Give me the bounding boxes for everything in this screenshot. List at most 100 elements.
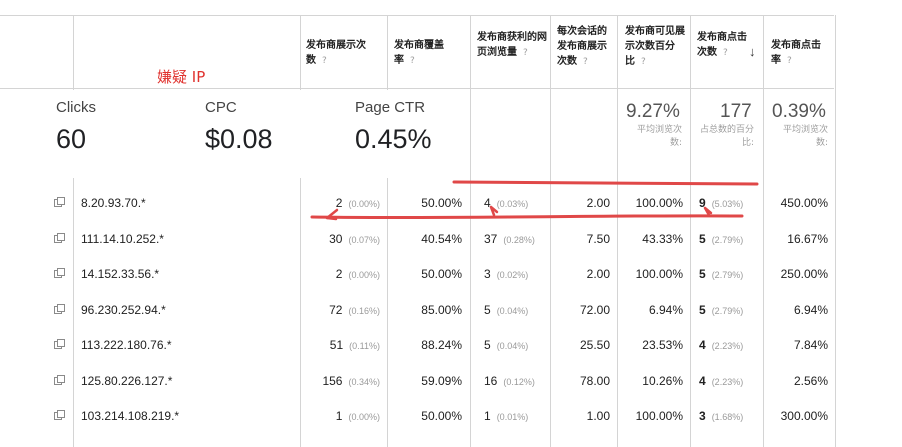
clicks-cell: 9 (5.03%) [699, 185, 743, 222]
header-publisher-coverage[interactable]: 发布商覆盖率? [394, 40, 444, 66]
help-icon[interactable]: ? [583, 57, 588, 67]
pageviews-percent: (0.02%) [496, 270, 529, 280]
top-border [0, 15, 834, 16]
header-monetized-pageviews[interactable]: 发布商获利的网页浏览量? [477, 32, 547, 58]
clicks-value: 4 [699, 338, 706, 352]
clicks-value: 9 [699, 196, 706, 210]
clicks-percent: (2.23%) [711, 341, 744, 351]
clicks-value: 5 [699, 231, 706, 246]
impressions-percent: (0.11%) [349, 341, 380, 351]
ctr-value: 250.00% [780, 267, 828, 281]
summary-clicks-sub: 占总数的百分比: [699, 125, 754, 148]
pageviews-cell: 16 (0.12%) [484, 363, 535, 400]
copy-icon[interactable] [54, 339, 65, 349]
coverage-value: 59.09% [421, 373, 462, 388]
viewable-value: 100.00% [635, 267, 683, 281]
clicks-value: 5 [699, 302, 706, 317]
impressions-percent: (0.34%) [348, 376, 380, 387]
clicks-percent: (2.79%) [711, 270, 744, 280]
ip-address: 113.222.180.76.* [81, 338, 172, 352]
impressions-value: 2 [335, 267, 343, 281]
clicks-cell: 4 (2.23%) [699, 363, 743, 400]
col-divider [763, 15, 764, 447]
pageviews-value: 1 [484, 409, 491, 423]
metric-label-cpc: CPC [205, 99, 237, 116]
col-divider [690, 15, 691, 447]
header-publisher-impressions[interactable]: 发布商展示次数? [306, 40, 366, 66]
impressions-cell: 30 (0.07%) [300, 221, 380, 258]
impressions-cell: 156 (0.34%) [300, 363, 380, 400]
pageviews-value: 5 [484, 338, 491, 352]
per-session-value: 2.00 [586, 267, 610, 281]
viewable-value: 23.53% [642, 338, 683, 352]
coverage-value: 40.54% [421, 231, 462, 246]
table-row[interactable]: 111.14.10.252.* 30 (0.07%) 40.54% 37 (0.28%) 7… [0, 221, 835, 257]
ip-address: 111.14.10.252.* [81, 231, 164, 246]
pageviews-cell: 4 (0.03%) [484, 185, 528, 222]
suspect-ip-annotation: 嫌疑 IP [157, 68, 206, 86]
help-icon[interactable]: ? [787, 56, 792, 66]
table-row[interactable]: 103.214.108.219.* 1 (0.00%) 50.00% 1 (0.01%) 1… [0, 398, 835, 434]
metric-value-clicks: 60 [56, 124, 87, 154]
header-viewable-percent[interactable]: 发布商可见展示次数百分比? [625, 26, 685, 67]
pageviews-percent: (0.28%) [503, 234, 535, 245]
clicks-percent: (2.79%) [711, 234, 744, 245]
ip-address: 96.230.252.94.* [81, 302, 166, 317]
summary-viewable-value: 9.27% [626, 101, 680, 122]
ip-address: 14.152.33.56.* [81, 267, 160, 281]
help-icon[interactable]: ? [322, 56, 327, 66]
ctr-value: 6.94% [793, 302, 828, 317]
impressions-percent: (0.16%) [348, 305, 380, 316]
metric-label-page-ctr: Page CTR [355, 99, 426, 116]
clicks-cell: 3 (1.68%) [699, 398, 743, 435]
pageviews-cell: 5 (0.04%) [484, 292, 528, 329]
copy-icon[interactable] [54, 232, 65, 243]
table-row[interactable]: 96.230.252.94.* 72 (0.16%) 85.00% 5 (0.04%) 72… [0, 292, 835, 328]
clicks-percent: (2.23%) [711, 376, 744, 387]
copy-icon[interactable] [54, 268, 65, 278]
per-session-value: 78.00 [579, 373, 610, 388]
header-impressions-per-session[interactable]: 每次会话的发布商展示次数? [557, 26, 607, 67]
table-row[interactable]: 113.222.180.76.* 51 (0.11%) 88.24% 5 (0.04%) 2… [0, 327, 835, 363]
copy-icon[interactable] [54, 374, 65, 385]
viewable-value: 43.33% [642, 231, 683, 246]
annotation-underline-top [452, 180, 759, 186]
header-publisher-ctr[interactable]: 发布商点击率? [771, 40, 821, 66]
pageviews-cell: 3 (0.02%) [484, 256, 528, 293]
table-row[interactable]: 14.152.33.56.* 2 (0.00%) 50.00% 3 (0.02%) 2.00… [0, 256, 835, 292]
ip-address: 8.20.93.70.* [81, 196, 146, 210]
help-icon[interactable]: ? [523, 48, 528, 58]
viewable-value: 100.00% [635, 196, 683, 210]
clicks-percent: (1.68%) [711, 412, 744, 422]
per-session-value: 7.50 [586, 231, 610, 246]
ip-address: 103.214.108.219.* [81, 409, 180, 423]
col-divider [835, 15, 836, 447]
clicks-value: 4 [699, 373, 706, 388]
clicks-cell: 5 (2.79%) [699, 256, 743, 293]
header-publisher-clicks[interactable]: 发布商点击次数? [697, 32, 747, 58]
pageviews-value: 4 [484, 196, 491, 210]
col-divider [617, 15, 618, 447]
impressions-value: 30 [329, 231, 343, 246]
impressions-cell: 51 (0.11%) [300, 327, 380, 364]
col-divider [550, 15, 551, 447]
col-divider [470, 15, 471, 447]
copy-icon[interactable] [54, 410, 65, 420]
impressions-cell: 2 (0.00%) [300, 185, 380, 222]
viewable-value: 10.26% [642, 373, 683, 388]
help-icon[interactable]: ? [410, 56, 415, 66]
per-session-value: 2.00 [586, 196, 610, 210]
impressions-cell: 1 (0.00%) [300, 398, 380, 435]
table-row[interactable]: 8.20.93.70.* 2 (0.00%) 50.00% 4 (0.03%) 2.00 10… [0, 185, 835, 221]
metric-value-cpc: $0.08 [205, 124, 273, 154]
ctr-value: 2.56% [793, 373, 828, 388]
col-divider [387, 15, 388, 447]
pageviews-percent: (0.03%) [496, 199, 529, 209]
copy-icon[interactable] [54, 303, 65, 314]
copy-icon[interactable] [54, 197, 65, 207]
arrow-down-icon[interactable]: ↓ [749, 44, 756, 59]
table-row[interactable]: 125.80.226.127.* 156 (0.34%) 59.09% 16 (0.12%… [0, 363, 835, 399]
coverage-value: 50.00% [421, 409, 462, 423]
help-icon[interactable]: ? [641, 57, 646, 67]
help-icon[interactable]: ? [723, 48, 728, 58]
